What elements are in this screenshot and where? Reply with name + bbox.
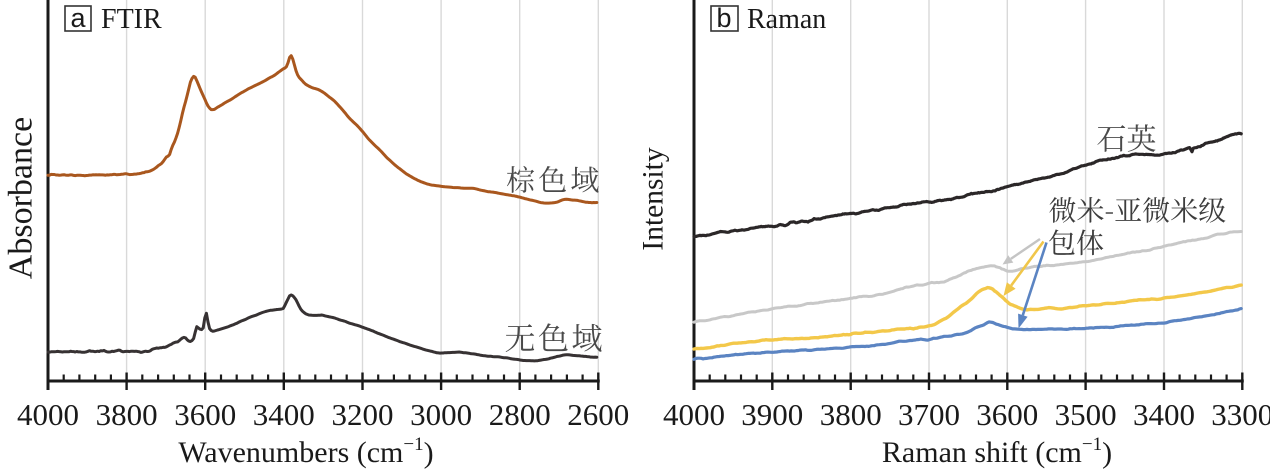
svg-text:Absorbance: Absorbance [3,117,40,279]
svg-text:Wavenumbers (cm−1): Wavenumbers (cm−1) [178,434,433,469]
svg-text:b: b [716,3,731,33]
svg-text:4000: 4000 [17,397,79,432]
svg-text:2600: 2600 [567,397,629,432]
svg-text:2800: 2800 [489,397,551,432]
svg-text:4000: 4000 [663,397,725,432]
svg-text:Raman shift (cm−1): Raman shift (cm−1) [882,434,1112,469]
svg-text:3200: 3200 [332,397,394,432]
svg-text:3400: 3400 [253,397,315,432]
svg-text:3400: 3400 [1133,397,1195,432]
svg-text:3300: 3300 [1211,397,1270,432]
svg-text:3500: 3500 [1055,397,1117,432]
svg-text:3700: 3700 [898,397,960,432]
svg-text:a: a [70,3,86,33]
svg-text:3900: 3900 [741,397,803,432]
svg-text:3000: 3000 [410,397,472,432]
svg-text:FTIR: FTIR [101,4,162,35]
svg-text:Raman: Raman [747,4,826,35]
svg-text:3800: 3800 [96,397,158,432]
svg-text:3600: 3600 [976,397,1038,432]
svg-text:Intensity: Intensity [638,147,670,250]
svg-text:3800: 3800 [820,397,882,432]
svg-text:3600: 3600 [174,397,236,432]
